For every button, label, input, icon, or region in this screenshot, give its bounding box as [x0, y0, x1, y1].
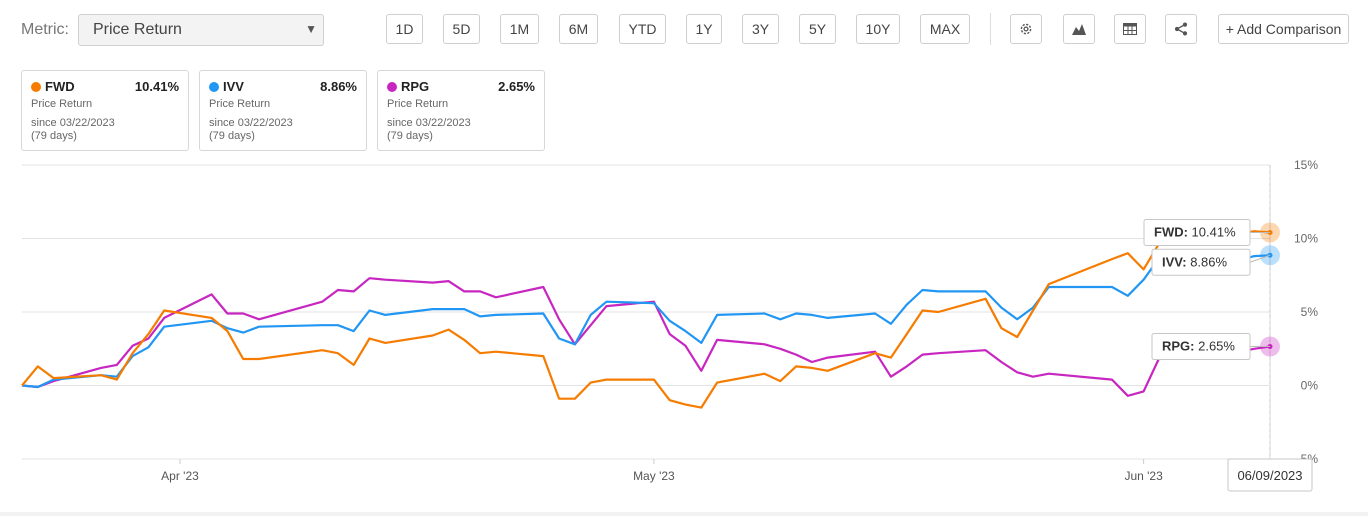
- tooltip-box: [1151, 248, 1251, 276]
- table-icon: [1123, 23, 1137, 36]
- range-1y-button[interactable]: 1Y: [686, 14, 722, 44]
- card-since: since 03/22/2023: [387, 117, 471, 129]
- x-tick-label: May '23: [633, 469, 675, 483]
- tooltip-connector: [1249, 254, 1271, 263]
- chart-toolbar: Metric: Price Return ▼ 1D 5D 1M 6M YTD 1…: [0, 0, 1368, 60]
- tooltip-label-ivv: IVV: 8.86%: [1162, 254, 1227, 269]
- tooltip-box: [1151, 333, 1251, 361]
- series-color-dot: [387, 82, 397, 92]
- card-metric: Price Return: [209, 98, 271, 110]
- card-ticker: RPG: [401, 79, 430, 94]
- range-1m-button[interactable]: 1M: [500, 14, 539, 44]
- chevron-down-icon: ▼: [305, 22, 317, 36]
- legend-card-ivv[interactable]: IVV 8.86% Price Return since 03/22/2023 …: [199, 70, 367, 151]
- legend-card-fwd[interactable]: FWD 10.41% Price Return since 03/22/2023…: [21, 70, 189, 151]
- card-ticker: FWD: [45, 79, 75, 94]
- crosshair-date-box: [1227, 458, 1313, 492]
- crosshair-date-label: 06/09/2023: [1237, 468, 1302, 483]
- range-3y-button[interactable]: 3Y: [742, 14, 779, 44]
- legend-card-rpg[interactable]: RPG 2.65% Price Return since 03/22/2023 …: [377, 70, 545, 151]
- series-color-dot: [31, 82, 41, 92]
- mountain-chart-icon: [1072, 24, 1086, 36]
- card-days: (79 days): [31, 130, 77, 142]
- tooltip-box: [1143, 218, 1251, 246]
- y-tick-label: 10%: [1294, 232, 1318, 246]
- card-since: since 03/22/2023: [209, 117, 293, 129]
- card-ticker: IVV: [223, 79, 244, 94]
- card-days: (79 days): [209, 130, 255, 142]
- range-max-button[interactable]: MAX: [920, 14, 970, 44]
- metric-label: Metric:: [21, 21, 69, 38]
- settings-icon: [1020, 23, 1032, 35]
- tooltip-label-fwd: FWD: 10.41%: [1154, 224, 1236, 239]
- toolbar-divider: [990, 13, 991, 45]
- range-5y-button[interactable]: 5Y: [799, 14, 836, 44]
- y-tick-label: 5%: [1301, 305, 1319, 319]
- range-10y-button[interactable]: 10Y: [856, 14, 900, 44]
- add-comparison-button[interactable]: + Add Comparison: [1218, 14, 1349, 44]
- share-icon: [1174, 22, 1188, 36]
- x-tick-label: Apr '23: [161, 469, 199, 483]
- y-tick-label: 15%: [1294, 158, 1318, 172]
- chart-bottom-border: [0, 512, 1368, 516]
- y-tick-label: 0%: [1301, 379, 1319, 393]
- range-ytd-button[interactable]: YTD: [619, 14, 666, 44]
- settings-button[interactable]: [1010, 14, 1042, 44]
- card-metric: Price Return: [387, 98, 449, 110]
- series-line-fwd: [21, 228, 1271, 409]
- series-line-ivv: [21, 254, 1271, 389]
- metric-select-value: Price Return: [93, 21, 182, 38]
- tooltip-label-rpg: RPG: 2.65%: [1162, 339, 1235, 354]
- metric-select[interactable]: Price Return ▼: [78, 14, 324, 46]
- table-view-button[interactable]: [1114, 14, 1146, 44]
- card-days: (79 days): [387, 130, 433, 142]
- range-1d-button[interactable]: 1D: [386, 14, 423, 44]
- card-since: since 03/22/2023: [31, 117, 115, 129]
- card-value: 8.86%: [320, 79, 357, 94]
- share-button[interactable]: [1165, 14, 1197, 44]
- range-6m-button[interactable]: 6M: [559, 14, 598, 44]
- end-marker-dot: [1267, 252, 1273, 258]
- card-metric: Price Return: [31, 98, 93, 110]
- series-line-rpg: [21, 277, 1271, 397]
- range-5d-button[interactable]: 5D: [443, 14, 480, 44]
- chart-type-button[interactable]: [1063, 14, 1095, 44]
- series-color-dot: [209, 82, 219, 92]
- card-value: 2.65%: [498, 79, 535, 94]
- card-value: 10.41%: [134, 79, 179, 94]
- x-tick-label: Jun '23: [1124, 469, 1163, 483]
